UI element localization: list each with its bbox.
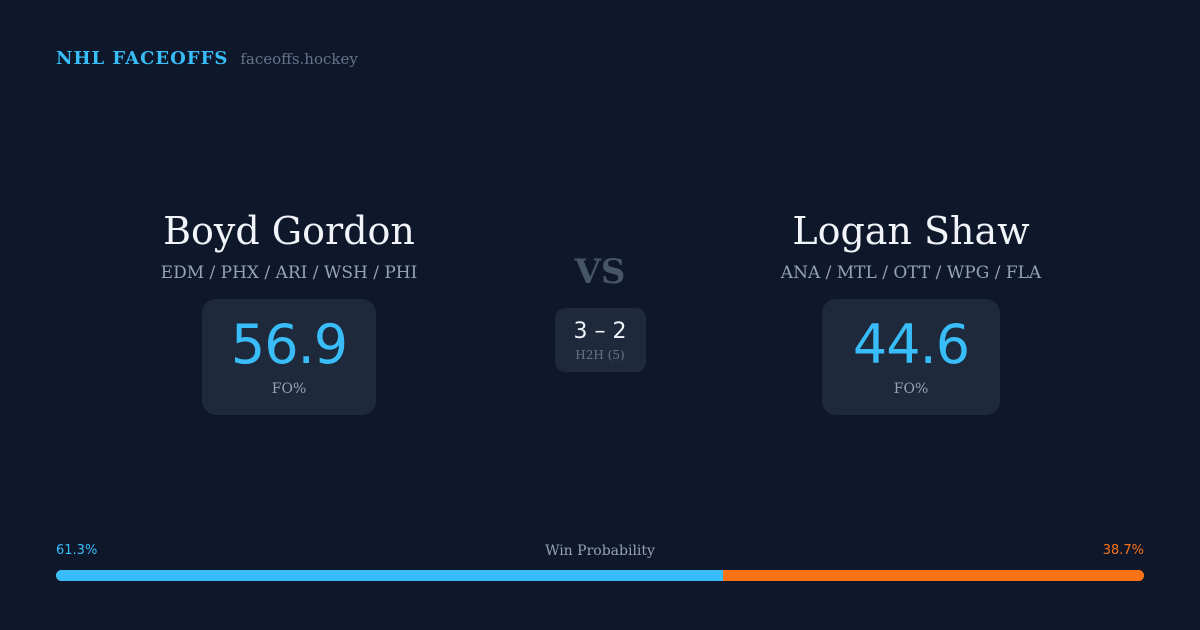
win-probability-left-value: 61.3%	[56, 543, 98, 558]
player-right-teams: ANA / MTL / OTT / WPG / FLA	[780, 263, 1042, 283]
player-left-teams: EDM / PHX / ARI / WSH / PHI	[160, 263, 418, 283]
h2h-card: 3 – 2 H2H (5)	[554, 308, 646, 372]
versus-panel: VS 3 – 2 H2H (5)	[500, 252, 700, 372]
win-probability-right-fill	[722, 570, 1144, 581]
player-left-fo-value: 56.9	[230, 313, 348, 376]
vs-label: VS	[574, 252, 626, 292]
win-probability-left-fill	[56, 570, 723, 581]
win-probability-right-value: 38.7%	[1102, 543, 1144, 558]
h2h-score: 3 – 2	[573, 319, 627, 344]
player-left-panel: Boyd Gordon EDM / PHX / ARI / WSH / PHI …	[79, 205, 499, 415]
player-right-stat-card: 44.6 FO%	[822, 299, 1000, 415]
player-right-name: Logan Shaw	[792, 209, 1030, 253]
player-left-fo-label: FO%	[271, 381, 307, 397]
brand-name: NHL FACEOFFS	[56, 48, 229, 69]
brand-header: NHL FACEOFFS faceoffs.hockey	[56, 48, 358, 69]
player-right-panel: Logan Shaw ANA / MTL / OTT / WPG / FLA 4…	[701, 205, 1121, 415]
player-right-fo-value: 44.6	[852, 313, 970, 376]
win-probability-title: Win Probability	[545, 543, 655, 559]
win-probability-labels: 61.3% Win Probability 38.7%	[56, 543, 1144, 563]
win-probability-bar	[56, 570, 1144, 581]
player-right-fo-label: FO%	[893, 381, 929, 397]
brand-site: faceoffs.hockey	[240, 50, 358, 68]
h2h-label: H2H (5)	[575, 348, 625, 362]
player-left-name: Boyd Gordon	[163, 209, 415, 253]
player-left-stat-card: 56.9 FO%	[202, 299, 376, 415]
